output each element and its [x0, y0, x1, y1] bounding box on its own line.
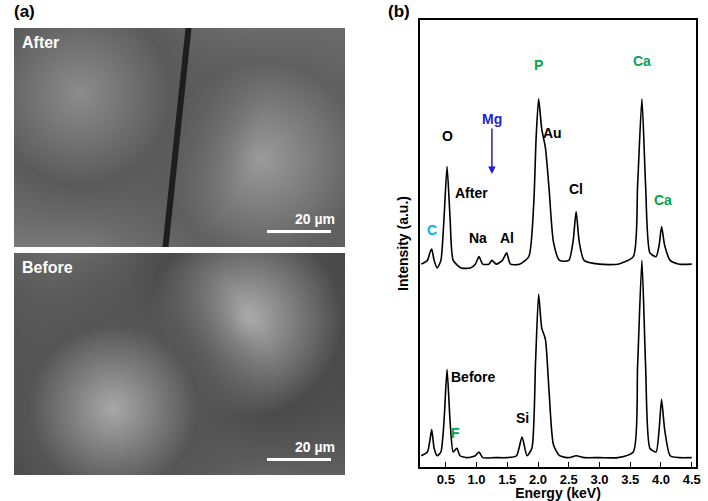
svg-text:Energy (keV): Energy (keV)	[515, 485, 601, 501]
svg-text:2.0: 2.0	[529, 472, 547, 487]
svg-text:1.5: 1.5	[498, 472, 516, 487]
html-text:After: After	[22, 34, 60, 51]
svg-text:F: F	[451, 425, 460, 441]
svg-text:0.5: 0.5	[437, 472, 455, 487]
html-text:Before: Before	[22, 259, 73, 276]
svg-text:4.0: 4.0	[652, 472, 670, 487]
svg-text:After: After	[455, 185, 488, 201]
html-text:20 µm: 20 µm	[295, 439, 335, 455]
svg-text:Mg: Mg	[482, 111, 502, 127]
svg-text:Au: Au	[543, 125, 562, 141]
svg-text:3.5: 3.5	[621, 472, 639, 487]
svg-text:1.0: 1.0	[468, 472, 486, 487]
svg-text:Al: Al	[500, 230, 514, 246]
svg-text:Ca: Ca	[633, 53, 651, 69]
svg-text:Before: Before	[451, 369, 496, 385]
html-text:20 µm: 20 µm	[295, 211, 335, 227]
svg-text:Ca: Ca	[654, 192, 672, 208]
svg-text:C: C	[427, 222, 437, 238]
html-text:(b): (b)	[388, 2, 410, 21]
svg-text:Intensity (a.u.): Intensity (a.u.)	[395, 196, 411, 291]
html-text:(a): (a)	[14, 2, 35, 21]
svg-text:4.5: 4.5	[683, 472, 701, 487]
svg-text:2.5: 2.5	[560, 472, 578, 487]
svg-text:O: O	[442, 128, 453, 144]
svg-text:P: P	[534, 57, 543, 73]
svg-text:3.0: 3.0	[590, 472, 608, 487]
svg-text:Na: Na	[469, 230, 487, 246]
svg-text:Si: Si	[516, 410, 529, 426]
svg-text:Cl: Cl	[569, 181, 583, 197]
